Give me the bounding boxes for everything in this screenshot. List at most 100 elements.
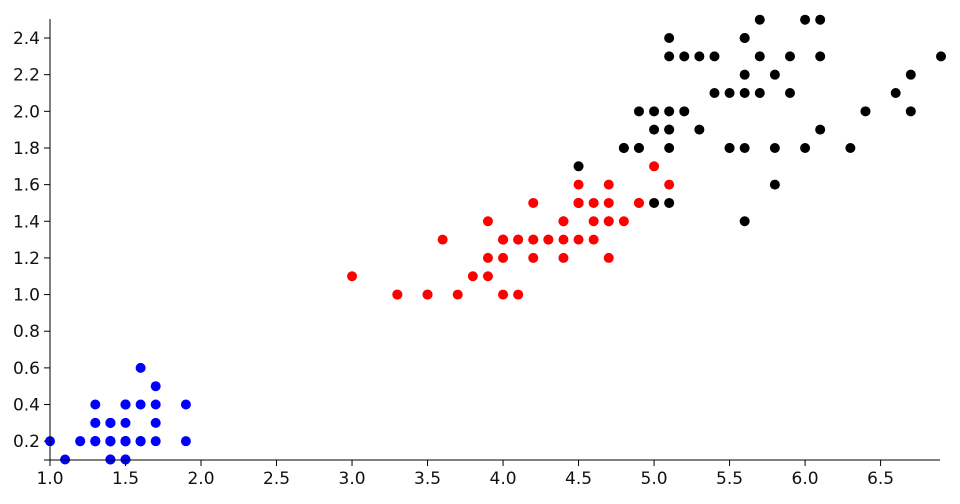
data-point xyxy=(437,234,448,245)
data-point xyxy=(498,252,509,263)
x-tick-label: 1.0 xyxy=(36,469,63,489)
data-point xyxy=(905,106,916,117)
data-point xyxy=(482,252,493,263)
data-point xyxy=(452,289,463,300)
data-point xyxy=(664,179,675,190)
data-point xyxy=(800,14,811,25)
data-point xyxy=(120,399,131,410)
data-point xyxy=(588,197,599,208)
data-point xyxy=(528,234,539,245)
data-point xyxy=(664,33,675,44)
data-point xyxy=(739,216,750,227)
data-point xyxy=(633,142,644,153)
data-point xyxy=(618,216,629,227)
data-point xyxy=(482,271,493,282)
points-layer xyxy=(45,14,946,465)
series-2 xyxy=(573,14,946,227)
data-point xyxy=(845,142,856,153)
data-point xyxy=(709,88,720,98)
x-tick-label: 3.5 xyxy=(414,469,441,489)
data-point xyxy=(498,234,509,245)
data-point xyxy=(890,88,901,98)
y-tick-label: 1.6 xyxy=(13,176,40,196)
x-tick-label: 2.5 xyxy=(263,469,290,489)
series-1 xyxy=(347,142,675,300)
data-point xyxy=(150,381,161,392)
y-tick-label: 2.2 xyxy=(13,66,40,86)
data-point xyxy=(724,88,735,98)
data-point xyxy=(603,252,614,263)
y-tick-label: 0.4 xyxy=(13,396,40,416)
data-point xyxy=(513,289,524,300)
data-point xyxy=(633,197,644,208)
data-point xyxy=(573,234,584,245)
data-point xyxy=(120,417,131,428)
data-point xyxy=(784,51,795,62)
data-point xyxy=(664,142,675,153)
data-point xyxy=(588,216,599,227)
data-point xyxy=(392,289,403,300)
data-point xyxy=(664,106,675,117)
data-point xyxy=(573,179,584,190)
y-axis-ticks: 0.2 0.4 0.6 0.8 1.0 1.2 1.4 1.6 1.8 2.0 2.2 2.4 xyxy=(13,29,50,452)
data-point xyxy=(664,124,675,135)
data-point xyxy=(105,436,116,447)
data-point xyxy=(739,33,750,44)
y-tick-label: 2.0 xyxy=(13,102,40,122)
x-tick-label: 4.0 xyxy=(490,469,517,489)
data-point xyxy=(603,197,614,208)
data-point xyxy=(649,124,660,135)
x-tick-label: 5.5 xyxy=(716,469,743,489)
data-point xyxy=(754,14,765,25)
data-point xyxy=(603,179,614,190)
data-point xyxy=(120,436,131,447)
data-point xyxy=(603,216,614,227)
data-point xyxy=(905,69,916,80)
data-point xyxy=(800,142,811,153)
y-tick-label: 2.4 xyxy=(13,29,40,49)
data-point xyxy=(90,399,101,410)
data-point xyxy=(633,106,644,117)
x-tick-label: 1.5 xyxy=(112,469,139,489)
data-point xyxy=(150,417,161,428)
data-point xyxy=(528,197,539,208)
data-point xyxy=(664,51,675,62)
data-point xyxy=(739,88,750,98)
data-point xyxy=(90,417,101,428)
data-point xyxy=(75,436,86,447)
data-point xyxy=(513,234,524,245)
data-point xyxy=(649,197,660,208)
data-point xyxy=(694,124,705,135)
data-point xyxy=(467,271,478,282)
data-point xyxy=(558,234,569,245)
data-point xyxy=(150,436,161,447)
data-point xyxy=(150,399,161,410)
data-point xyxy=(482,216,493,227)
data-point xyxy=(649,161,660,172)
data-point xyxy=(709,51,720,62)
data-point xyxy=(498,289,509,300)
y-tick-label: 1.8 xyxy=(13,139,40,159)
y-tick-label: 1.2 xyxy=(13,249,40,269)
data-point xyxy=(754,88,765,98)
data-point xyxy=(739,142,750,153)
data-point xyxy=(769,142,780,153)
data-point xyxy=(724,142,735,153)
x-tick-label: 3.0 xyxy=(339,469,366,489)
data-point xyxy=(739,69,750,80)
data-point xyxy=(180,399,191,410)
data-point xyxy=(528,252,539,263)
data-point xyxy=(135,436,146,447)
data-point xyxy=(347,271,358,282)
x-tick-label: 5.0 xyxy=(641,469,668,489)
data-point xyxy=(90,436,101,447)
data-point xyxy=(679,51,690,62)
y-tick-label: 1.4 xyxy=(13,212,40,232)
y-tick-label: 0.6 xyxy=(13,359,40,379)
data-point xyxy=(558,216,569,227)
x-tick-label: 6.5 xyxy=(867,469,894,489)
x-tick-label: 2.0 xyxy=(187,469,214,489)
data-point xyxy=(588,234,599,245)
data-point xyxy=(860,106,871,117)
